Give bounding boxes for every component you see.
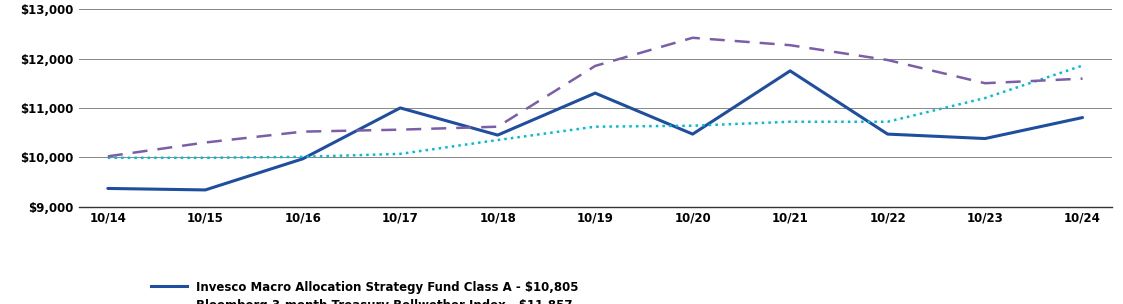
Legend: Invesco Macro Allocation Strategy Fund Class A - $10,805, Bloomberg 3-month Trea: Invesco Macro Allocation Strategy Fund C… <box>146 276 583 304</box>
